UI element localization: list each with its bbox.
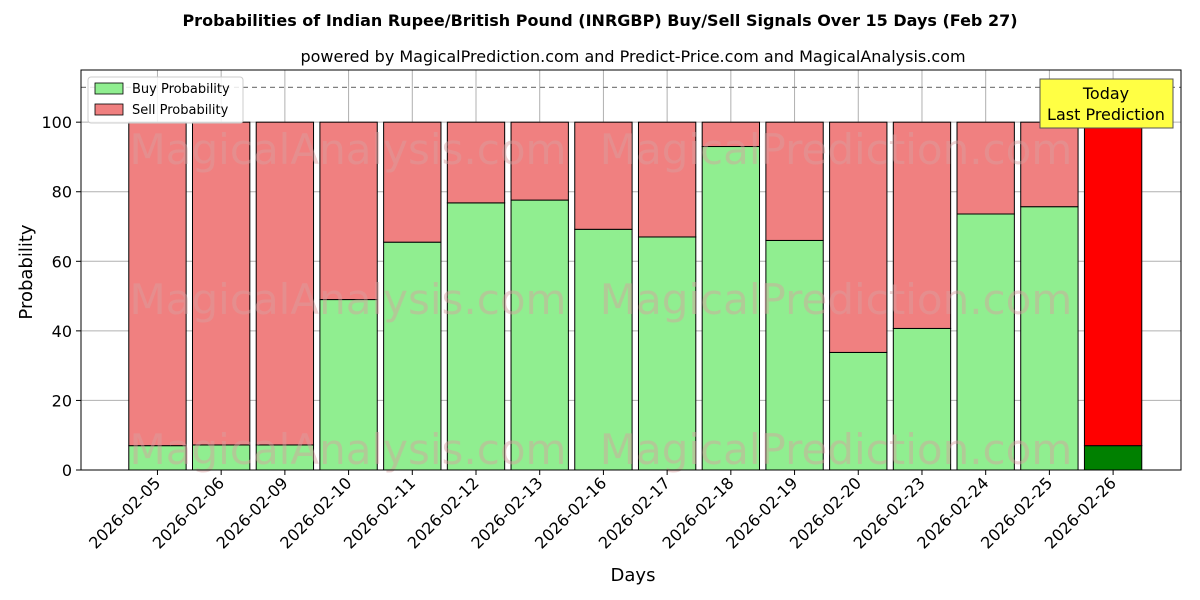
- bar-buy-2026-02-19: [765, 239, 824, 471]
- legend-swatch-buy: [94, 82, 124, 95]
- legend-swatch-sell: [94, 103, 124, 116]
- y-axis-label: Probability: [16, 224, 37, 319]
- today-annotation-line2: Last Prediction: [1047, 105, 1165, 124]
- watermark-text: MagicalPrediction.com: [600, 275, 1073, 324]
- legend-label-sell: Sell Probability: [132, 103, 229, 118]
- legend-label-buy: Buy Probability: [132, 82, 230, 97]
- bar-sell-2026-02-23: [892, 121, 952, 329]
- bar-sell-2026-02-11: [383, 121, 442, 243]
- y-tick-label: 0: [62, 461, 72, 480]
- bar-buy-2026-02-12: [446, 202, 506, 471]
- bar-sell-2026-02-25: [1020, 121, 1079, 208]
- y-axis-ticks: 0 20 40 60 80 100: [41, 113, 81, 480]
- bar-sell-2026-02-26: [1083, 121, 1143, 447]
- chart-title: Probabilities of Indian Rupee/British Po…: [182, 11, 1017, 30]
- bar-sell-2026-02-17: [637, 121, 697, 238]
- bar-sell-2026-02-16: [574, 121, 633, 230]
- y-tick-label: 40: [52, 322, 72, 341]
- y-tick-label: 100: [41, 113, 72, 132]
- bar-buy-2026-02-16: [574, 228, 633, 471]
- plot-frame: [80, 69, 1182, 471]
- watermarks: MagicalAnalysis.com MagicalPrediction.com…: [130, 125, 1073, 474]
- bar-sell-2026-02-20: [829, 121, 888, 353]
- bar-sell-2026-02-09: [255, 121, 315, 446]
- bar-buy-2026-02-09: [255, 444, 315, 471]
- y-tick-label: 80: [52, 183, 72, 202]
- bar-buy-2026-02-26: [1083, 445, 1143, 471]
- bar-sell-2026-02-12: [446, 121, 506, 204]
- bar-sell-2026-02-19: [765, 121, 824, 241]
- bar-buy-2026-02-11: [383, 241, 442, 471]
- y-tick-label: 20: [52, 391, 72, 410]
- legend-box: [87, 76, 244, 124]
- bar-sell-2026-02-24: [956, 121, 1015, 215]
- watermark-text: MagicalAnalysis.com: [130, 425, 567, 474]
- chart-subtitle: powered by MagicalPrediction.com and Pre…: [300, 47, 965, 66]
- x-axis-label: Days: [611, 565, 656, 586]
- y-tick-label: 60: [52, 252, 72, 271]
- watermark-text: MagicalAnalysis.com: [130, 125, 567, 174]
- bar-buy-2026-02-10: [319, 299, 378, 471]
- today-annotation-box: [1039, 78, 1174, 129]
- bars: [128, 121, 1143, 471]
- x-axis-ticks: 2026-02-052026-02-062026-02-092026-02-10…: [85, 470, 1120, 553]
- today-annotation: Today Last Prediction: [1039, 78, 1174, 129]
- bar-buy-2026-02-20: [829, 351, 888, 471]
- bar-buy-2026-02-13: [510, 199, 569, 471]
- bar-sell-2026-02-05: [128, 121, 187, 447]
- bar-buy-2026-02-17: [637, 236, 697, 471]
- bar-sell-2026-02-18: [701, 121, 761, 148]
- legend: Buy Probability Sell Probability: [87, 76, 244, 124]
- bar-sell-2026-02-13: [510, 121, 569, 201]
- bar-buy-2026-02-18: [701, 146, 761, 471]
- bar-buy-2026-02-23: [892, 327, 952, 471]
- today-annotation-line1: Today: [1082, 84, 1129, 103]
- watermark-text: MagicalPrediction.com: [600, 425, 1073, 474]
- watermark-text: MagicalPrediction.com: [600, 125, 1073, 174]
- watermark-text: MagicalAnalysis.com: [130, 275, 567, 324]
- bar-sell-2026-02-10: [319, 121, 378, 301]
